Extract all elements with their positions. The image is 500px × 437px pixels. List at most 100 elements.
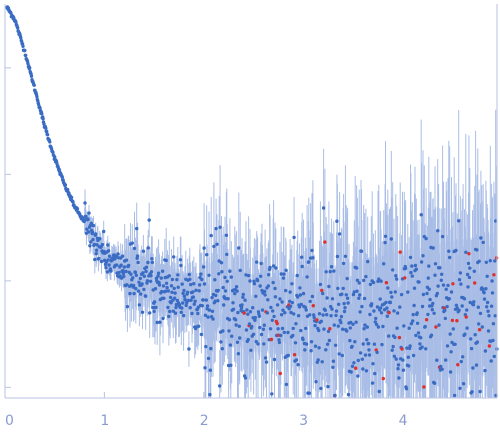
data-point [418,342,422,346]
data-point [426,312,430,317]
data-point [241,292,245,297]
data-point [135,254,140,258]
data-point [372,342,377,346]
data-point [471,366,475,370]
data-point [219,261,224,265]
data-point [325,342,330,346]
data-point [379,279,383,283]
data-point [344,293,348,297]
data-point [164,289,168,293]
data-point [270,318,274,322]
data-point [360,357,364,361]
data-point [152,309,156,314]
data-point [210,309,215,313]
data-point [94,232,98,236]
data-point [280,300,284,304]
data-point [444,287,448,291]
data-point [293,341,298,345]
data-point [475,340,480,344]
data-point [489,304,494,308]
data-point [458,386,462,390]
data-point [299,302,303,307]
data-point [379,311,384,315]
data-point [178,258,183,262]
data-point [389,290,393,295]
data-point [181,291,185,296]
data-point [188,277,192,281]
data-point [459,282,463,286]
data-point [309,349,313,353]
data-point [208,392,212,397]
data-point [40,112,44,116]
data-point [324,270,328,274]
data-point [94,248,99,252]
data-point [44,126,48,130]
data-point [384,300,388,305]
data-point [457,308,461,312]
negative-data-point [398,250,402,254]
data-point [430,308,434,312]
data-point [386,286,390,290]
data-point [365,338,369,342]
data-point [398,305,402,309]
data-point [172,255,176,259]
data-point [362,278,366,283]
data-point [409,322,414,326]
data-point [490,279,494,283]
negative-data-point [384,281,389,285]
data-point [345,296,350,300]
axes [4,4,498,399]
data-point [106,258,110,262]
data-point [172,286,176,291]
data-point [219,340,223,344]
data-point [393,290,397,294]
data-point [259,274,263,278]
data-point [334,309,339,313]
data-point [432,311,436,315]
data-point [14,20,18,24]
data-point [119,263,123,267]
data-point [199,272,203,276]
data-point [445,344,450,348]
data-point [490,291,495,295]
data-point [235,340,240,344]
data-point [187,272,191,277]
data-point [493,314,497,318]
data-point [236,352,241,356]
data-point [308,299,312,304]
negative-data-point [455,319,459,323]
data-point [448,255,452,260]
data-point [203,313,208,317]
data-point [304,326,308,331]
data-point [373,320,377,324]
data-point [483,368,487,373]
data-point [288,304,293,308]
data-point [89,240,93,244]
data-point [247,322,252,326]
data-point [361,342,365,346]
data-point [266,284,270,288]
data-point [447,297,451,301]
data-point [98,237,102,241]
data-point [297,305,302,309]
data-point [342,309,347,314]
data-point [140,282,144,286]
data-point [239,306,244,310]
data-point [266,298,270,302]
data-point [305,275,309,279]
negative-data-point [397,335,402,340]
data-point [222,303,226,307]
negative-data-point [320,288,324,293]
data-point [158,320,162,324]
data-point [477,259,481,263]
data-point [251,306,255,310]
data-point [294,358,299,362]
data-point [149,270,154,274]
data-point [245,308,249,312]
negative-data-point [492,273,496,277]
data-point [362,296,367,301]
data-point [358,351,363,355]
data-point [359,249,364,253]
data-point [406,355,410,359]
data-point [218,384,222,388]
